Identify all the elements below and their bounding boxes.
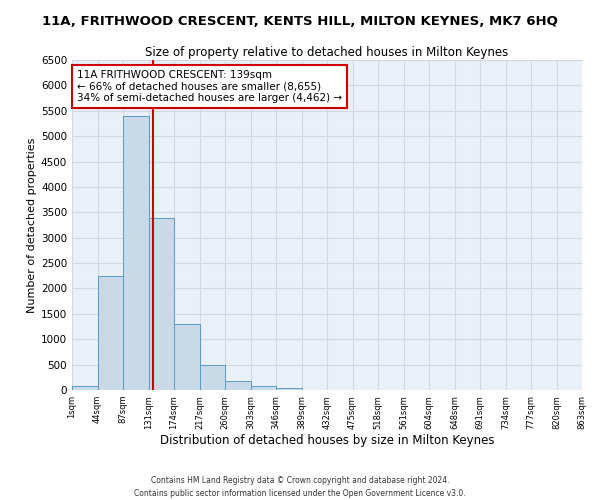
Text: 11A, FRITHWOOD CRESCENT, KENTS HILL, MILTON KEYNES, MK7 6HQ: 11A, FRITHWOOD CRESCENT, KENTS HILL, MIL…: [42, 15, 558, 28]
Text: 11A FRITHWOOD CRESCENT: 139sqm
← 66% of detached houses are smaller (8,655)
34% : 11A FRITHWOOD CRESCENT: 139sqm ← 66% of …: [77, 70, 342, 103]
Bar: [276, 388, 302, 390]
Title: Size of property relative to detached houses in Milton Keynes: Size of property relative to detached ho…: [145, 46, 509, 59]
Text: Contains HM Land Registry data © Crown copyright and database right 2024.
Contai: Contains HM Land Registry data © Crown c…: [134, 476, 466, 498]
Bar: [123, 116, 149, 390]
X-axis label: Distribution of detached houses by size in Milton Keynes: Distribution of detached houses by size …: [160, 434, 494, 448]
Bar: [97, 276, 123, 390]
Bar: [199, 365, 225, 390]
Bar: [149, 218, 174, 390]
Bar: [225, 380, 251, 390]
Bar: [72, 386, 97, 390]
Bar: [174, 324, 199, 390]
Y-axis label: Number of detached properties: Number of detached properties: [27, 138, 37, 312]
Bar: [251, 386, 276, 390]
